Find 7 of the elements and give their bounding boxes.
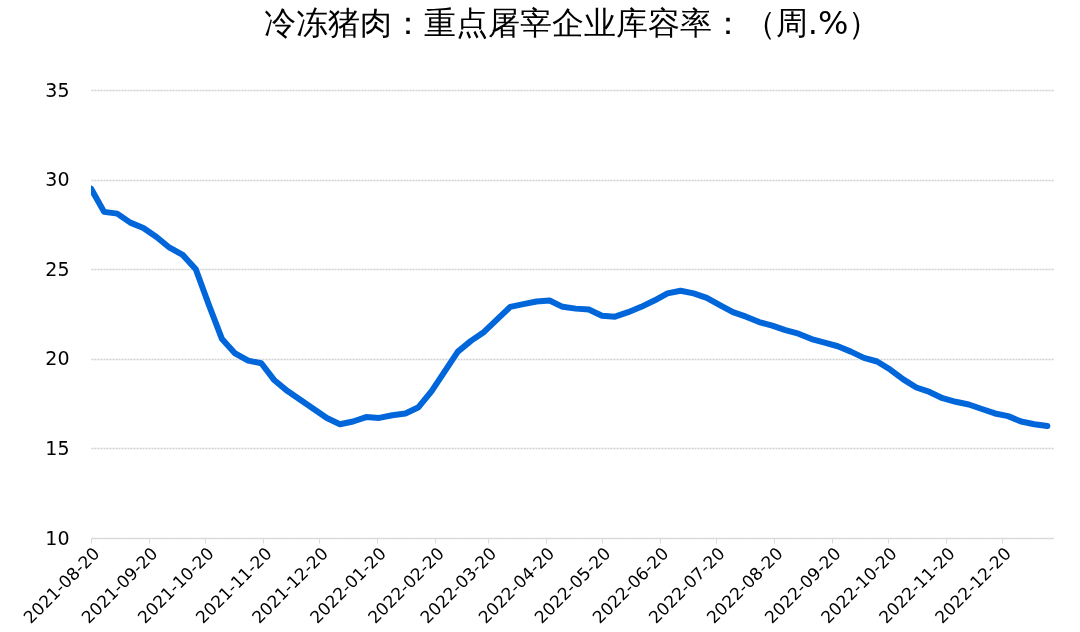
y-tick-label: 15 <box>45 436 70 459</box>
chart-title: 冷冻猪肉：重点屠宰企业库容率：（周.%） <box>263 4 881 42</box>
y-tick-label: 35 <box>45 78 70 101</box>
y-tick-label: 25 <box>45 257 70 280</box>
y-tick-label: 10 <box>45 526 70 549</box>
y-tick-label: 20 <box>45 347 70 370</box>
y-tick-label: 30 <box>45 168 70 191</box>
